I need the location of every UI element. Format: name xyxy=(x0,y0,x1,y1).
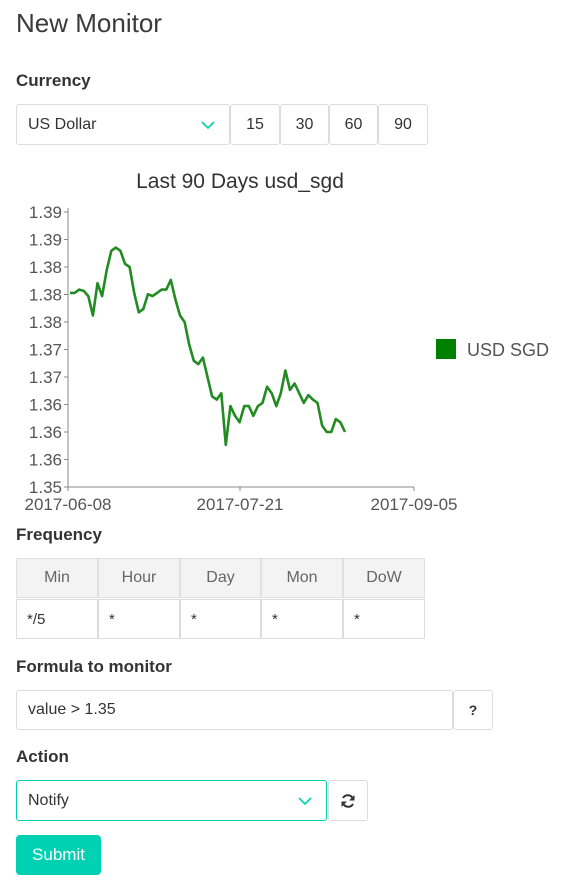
chart-axes: 1.35 1.36 1.36 1.36 1.37 1.37 1.38 1.38 1.38 1.39… xyxy=(25,203,458,514)
chart-title: Last 90 Days usd_sgd xyxy=(136,170,344,193)
freq-input-dow[interactable]: * xyxy=(343,599,425,639)
freq-input-min[interactable]: */5 xyxy=(16,599,98,639)
freq-input-hour[interactable]: * xyxy=(98,599,180,639)
y-tick-label: 1.38 xyxy=(29,286,62,305)
frequency-label: Frequency xyxy=(16,525,102,544)
legend-label: USD SGD xyxy=(467,340,549,360)
freq-header-hour: Hour xyxy=(98,558,180,598)
refresh-button[interactable] xyxy=(328,780,368,821)
y-tick-label: 1.38 xyxy=(29,313,62,332)
y-tick-label: 1.36 xyxy=(29,396,62,415)
price-chart: Last 90 Days usd_sgd 1.351.361.361.361.3… xyxy=(25,170,550,514)
chevron-down-icon xyxy=(298,796,312,805)
chart-series xyxy=(70,246,347,447)
formula-help-button[interactable]: ? xyxy=(453,690,493,730)
action-select[interactable]: Notify xyxy=(16,780,327,821)
y-tick-label: 1.35 xyxy=(29,478,62,497)
currency-selected-value: US Dollar xyxy=(28,115,97,133)
legend-swatch xyxy=(436,339,456,359)
submit-button[interactable]: Submit xyxy=(16,835,101,875)
currency-label: Currency xyxy=(16,71,91,90)
days-15-button[interactable]: 15 xyxy=(230,104,280,145)
formula-label: Formula to monitor xyxy=(16,657,172,676)
series-line-usd-sgd xyxy=(70,246,347,447)
freq-input-mon[interactable]: * xyxy=(261,599,343,639)
y-tick-label: 1.37 xyxy=(29,341,62,360)
refresh-icon xyxy=(341,793,355,808)
x-tick-label: 2017-06-08 xyxy=(25,495,112,514)
days-90-button[interactable]: 90 xyxy=(378,104,428,145)
y-tick-label: 1.38 xyxy=(29,258,62,277)
x-tick-label: 2017-07-21 xyxy=(197,495,284,514)
days-60-button[interactable]: 60 xyxy=(329,104,378,145)
freq-header-mon: Mon xyxy=(261,558,343,598)
action-selected-value: Notify xyxy=(28,791,69,809)
chevron-down-icon xyxy=(201,120,215,129)
days-30-button[interactable]: 30 xyxy=(280,104,329,145)
action-label: Action xyxy=(16,747,69,766)
formula-input[interactable]: value > 1.35 xyxy=(16,690,453,730)
freq-header-day: Day xyxy=(180,558,261,598)
y-tick-label: 1.36 xyxy=(29,451,62,470)
y-tick-label: 1.37 xyxy=(29,368,62,387)
help-label: ? xyxy=(468,702,478,718)
chart-legend: USD SGD xyxy=(436,339,549,360)
currency-select[interactable]: US Dollar xyxy=(16,104,230,145)
freq-input-day[interactable]: * xyxy=(180,599,261,639)
x-tick-label: 2017-09-05 xyxy=(371,495,458,514)
freq-header-dow: DoW xyxy=(343,558,425,598)
y-tick-label: 1.36 xyxy=(29,423,62,442)
y-tick-label: 1.39 xyxy=(29,203,62,222)
page-title: New Monitor xyxy=(16,8,162,38)
formula-value: value > 1.35 xyxy=(28,701,116,718)
y-tick-label: 1.39 xyxy=(29,231,62,250)
freq-header-min: Min xyxy=(16,558,98,598)
